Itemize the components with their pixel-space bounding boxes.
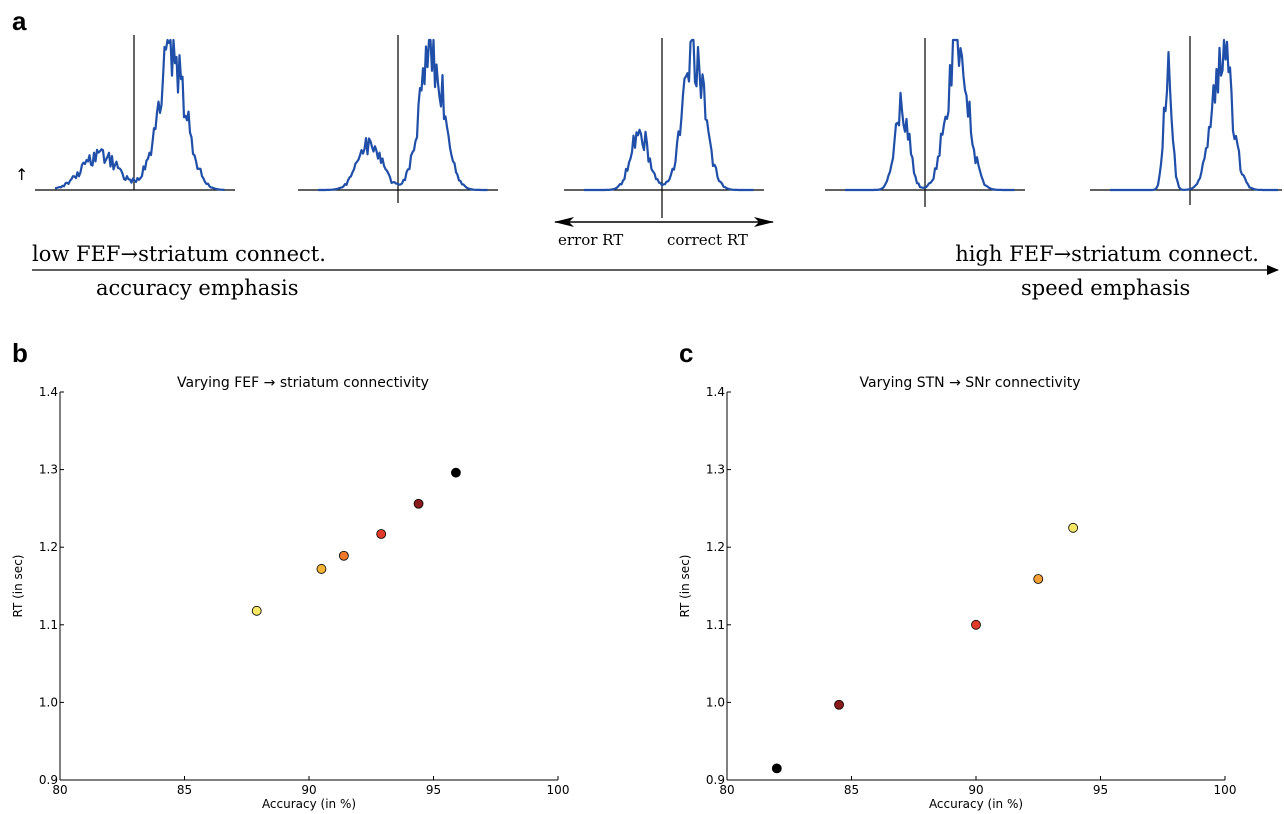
rt-distribution-5: [1090, 36, 1282, 205]
y-tick-label: 1.0: [706, 695, 725, 709]
data-point: [316, 564, 327, 574]
correct-rt-label: correct RT: [667, 231, 748, 249]
data-point: [251, 605, 262, 616]
panel-a-distributions: [35, 35, 1282, 218]
distribution-trace: [845, 38, 1015, 192]
error-rt-label: error RT: [558, 231, 623, 249]
x-axis-label: Accuracy (in %): [262, 797, 356, 811]
x-tick-label: 85: [177, 783, 192, 797]
x-axis-label: Accuracy (in %): [929, 797, 1023, 811]
y-tick-label: 1.2: [39, 540, 58, 554]
distribution-trace: [318, 38, 488, 192]
y-tick-label: 1.4: [39, 385, 58, 399]
data-point: [1033, 574, 1044, 584]
distribution-trace: [584, 38, 754, 192]
up-arrow-icon: ↑: [15, 165, 28, 184]
chart-fef-striatum: Varying FEF → striatum connectivity 0.9 1.…: [11, 375, 569, 811]
data-point: [971, 619, 981, 630]
panel-b-label: b: [12, 338, 28, 368]
rt-distribution-2: [298, 35, 498, 203]
x-tick-label: 85: [844, 783, 859, 797]
data-point: [451, 467, 461, 478]
distribution-trace: [1110, 38, 1278, 192]
y-tick-label: 0.9: [39, 773, 58, 787]
distribution-trace: [54, 38, 225, 191]
chart-stn-snr: Varying STN → SNr connectivity 0.9 1.0 1.1 1…: [678, 375, 1236, 811]
rt-distribution-4: [825, 38, 1025, 207]
x-tick-label: 100: [547, 783, 570, 797]
y-tick-label: 1.1: [706, 618, 725, 632]
x-tick-label: 90: [301, 783, 316, 797]
accuracy-emphasis-label: accuracy emphasis: [96, 276, 299, 300]
chart-title: Varying STN → SNr connectivity: [860, 375, 1081, 391]
y-tick-label: 1.2: [706, 540, 725, 554]
x-tick-label: 90: [968, 783, 983, 797]
data-point: [338, 550, 349, 561]
x-tick-label: 100: [1214, 783, 1237, 797]
y-tick-label: 1.0: [39, 695, 58, 709]
panel-a-label: a: [12, 6, 27, 36]
data-point: [376, 529, 387, 539]
x-tick-label: 80: [52, 783, 67, 797]
y-tick-label: 1.4: [706, 385, 725, 399]
x-tick-label: 95: [1093, 783, 1108, 797]
chart-title: Varying FEF → striatum connectivity: [177, 375, 429, 391]
x-tick-label: 95: [426, 783, 441, 797]
y-axis-label: RT (in sec): [11, 555, 25, 618]
y-tick-label: 1.3: [706, 463, 725, 477]
y-tick-label: 1.1: [39, 618, 58, 632]
data-point: [834, 699, 844, 710]
rt-distribution-3: [564, 38, 764, 218]
high-connectivity-label: high FEF→striatum connect.: [955, 242, 1259, 266]
speed-emphasis-label: speed emphasis: [1021, 276, 1190, 300]
x-tick-label: 80: [719, 783, 734, 797]
data-point: [1068, 522, 1079, 533]
y-axis-label: RT (in sec): [678, 555, 692, 618]
low-connectivity-label: low FEF→striatum connect.: [32, 242, 326, 266]
rt-distribution-1: [35, 35, 235, 191]
y-tick-label: 0.9: [706, 773, 725, 787]
data-point: [413, 498, 424, 509]
data-point: [771, 763, 782, 774]
panel-c-label: c: [679, 338, 693, 368]
y-tick-label: 1.3: [39, 463, 58, 477]
